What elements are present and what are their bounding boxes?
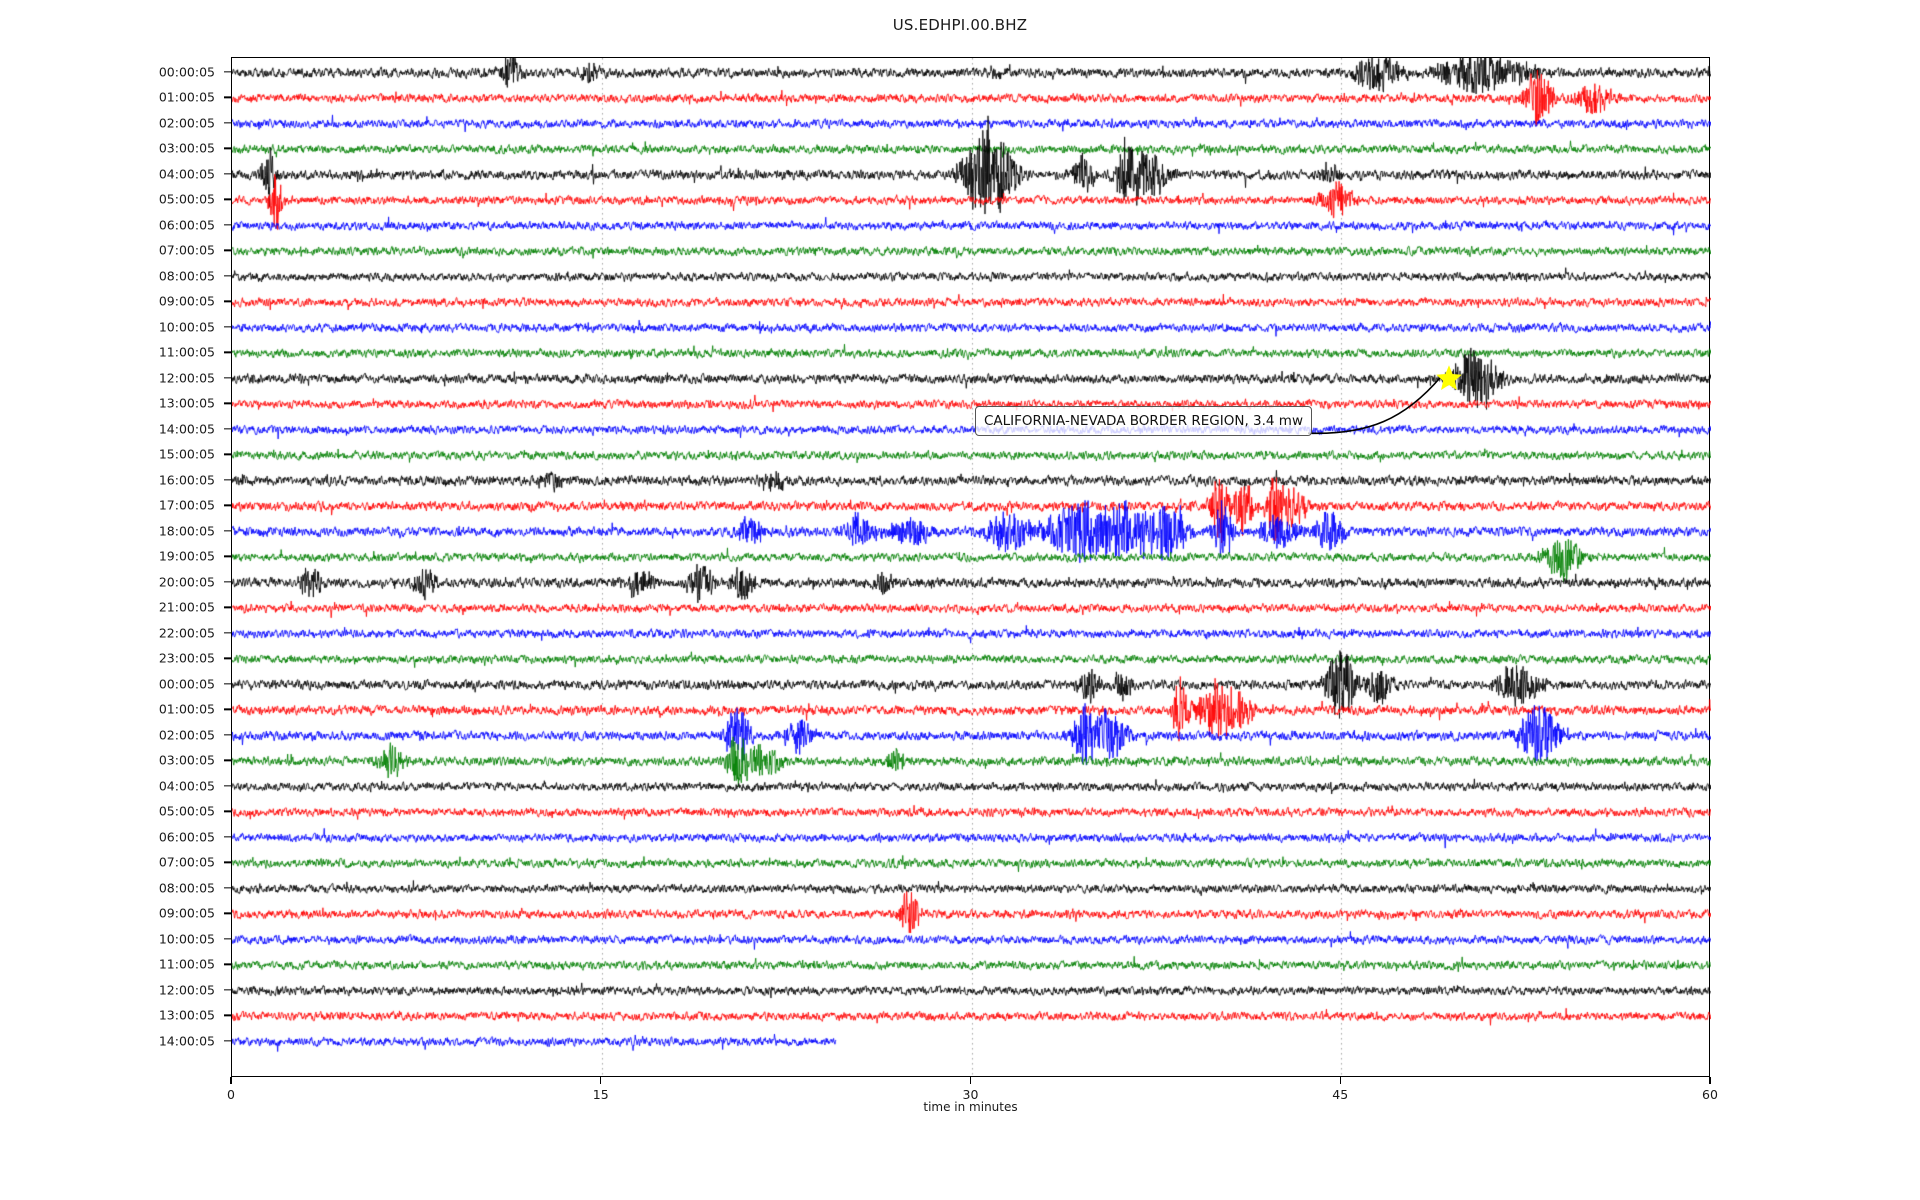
y-axis-tick-label: 13:00:05 — [158, 395, 215, 411]
y-axis-tick-mark — [224, 657, 231, 659]
y-axis-tick-label: 13:00:05 — [158, 1007, 215, 1023]
y-axis-tick-mark — [224, 912, 231, 914]
y-axis-tick-label: 09:00:05 — [158, 905, 215, 921]
y-axis-tick-mark — [224, 453, 231, 455]
y-axis-tick-label: 01:00:05 — [158, 89, 215, 105]
x-axis-tick-mark — [1339, 1077, 1341, 1084]
y-axis-tick-mark — [224, 249, 231, 251]
y-axis-tick-mark — [224, 96, 231, 98]
y-axis-tick-label: 06:00:05 — [158, 829, 215, 845]
waveform-canvas — [232, 58, 1711, 1078]
y-axis-tick-label: 00:00:05 — [158, 676, 215, 692]
y-axis-tick-mark — [224, 71, 231, 73]
y-axis-tick-mark — [224, 989, 231, 991]
y-axis-tick-label: 21:00:05 — [158, 599, 215, 615]
y-axis-tick-mark — [224, 326, 231, 328]
y-axis-tick-label: 11:00:05 — [158, 344, 215, 360]
x-axis-tick-layer: 0 15 30 45 60 — [227, 1077, 1718, 1117]
y-axis-tick-label: 14:00:05 — [158, 1033, 215, 1049]
y-axis-tick-mark — [224, 377, 231, 379]
y-axis-tick-label: 03:00:05 — [158, 752, 215, 768]
y-axis-tick-mark — [224, 887, 231, 889]
y-axis-tick-label: 07:00:05 — [158, 854, 215, 870]
y-axis-tick-label: 14:00:05 — [158, 421, 215, 437]
y-axis-tick-mark — [224, 1014, 231, 1016]
y-axis-tick-label: 10:00:05 — [158, 319, 215, 335]
earthquake-star-icon — [1435, 365, 1462, 390]
y-axis-tick-mark — [224, 351, 231, 353]
y-axis-tick-label: 06:00:05 — [158, 217, 215, 233]
x-axis-tick-mark — [600, 1077, 602, 1084]
y-axis-tick-mark — [224, 530, 231, 532]
y-axis-tick-label: 10:00:05 — [158, 931, 215, 947]
x-axis-tick-label: 45 — [1332, 1087, 1349, 1102]
y-axis-tick-mark — [224, 147, 231, 149]
x-axis-tick-label: 0 — [227, 1087, 235, 1102]
y-axis-tick-label: 11:00:05 — [158, 956, 215, 972]
y-axis-tick-mark — [224, 632, 231, 634]
y-axis-tick-mark — [224, 1040, 231, 1042]
y-axis-tick-mark — [224, 581, 231, 583]
x-axis-tick-mark — [1709, 1077, 1711, 1084]
y-axis-tick-mark — [224, 861, 231, 863]
y-axis-tick-mark — [224, 402, 231, 404]
event-annotation-label[interactable]: CALIFORNIA-NEVADA BORDER REGION, 3.4 mw — [975, 406, 1312, 436]
y-axis-tick-label: 08:00:05 — [158, 268, 215, 284]
y-axis-tick-mark — [224, 479, 231, 481]
x-axis-tick-mark — [969, 1077, 972, 1084]
y-axis-tick-mark — [224, 606, 231, 608]
y-axis-tick-mark — [224, 428, 231, 430]
y-axis-tick-label: 04:00:05 — [158, 166, 215, 182]
event-annotation-text: CALIFORNIA-NEVADA BORDER REGION, 3.4 mw — [984, 413, 1303, 429]
y-axis-tick-mark — [224, 224, 231, 226]
y-axis-tick-label: 02:00:05 — [158, 727, 215, 743]
y-axis-tick-label: 01:00:05 — [158, 701, 215, 717]
y-axis-tick-label: 18:00:05 — [158, 523, 215, 539]
y-axis-tick-mark — [224, 836, 231, 838]
y-axis-tick-label: 16:00:05 — [158, 472, 215, 488]
y-axis-tick-mark — [224, 938, 231, 940]
y-axis-tick-label: 04:00:05 — [158, 778, 215, 794]
x-axis-tick-label: 30 — [962, 1087, 979, 1102]
plot-area — [231, 57, 1711, 1078]
y-axis-tick-label: 19:00:05 — [158, 548, 215, 564]
y-axis-tick-mark — [224, 708, 231, 710]
y-axis-tick-mark — [224, 122, 231, 124]
y-axis-tick-label: 03:00:05 — [158, 140, 215, 156]
y-axis-tick-mark — [224, 504, 231, 506]
y-axis-tick-label: 22:00:05 — [158, 625, 215, 641]
y-axis-tick-mark — [224, 173, 231, 175]
x-axis-tick-label: 60 — [1702, 1087, 1718, 1102]
x-axis-title: time in minutes — [923, 1100, 1018, 1114]
y-axis-tick-label: 17:00:05 — [158, 497, 215, 513]
y-axis-tick-mark — [224, 198, 231, 200]
y-axis-tick-label: 15:00:05 — [158, 446, 215, 462]
y-axis-tick-label: 07:00:05 — [158, 242, 215, 258]
y-axis-tick-label: 05:00:05 — [158, 191, 215, 207]
y-axis-tick-mark — [224, 810, 231, 812]
y-axis-tick-mark — [224, 759, 231, 761]
x-axis-tick-mark — [230, 1077, 232, 1084]
page-title: US.EDHPI.00.BHZ — [892, 16, 1028, 34]
y-axis-tick-label: 08:00:05 — [158, 880, 215, 896]
y-axis-tick-label: 09:00:05 — [158, 293, 215, 309]
y-axis-tick-layer: 00:00:05 01:00:05 02:00:05 03:00:05 04:00:05… — [0, 57, 231, 1077]
y-axis-tick-mark — [224, 300, 231, 302]
y-axis-tick-label: 05:00:05 — [158, 803, 215, 819]
y-axis-tick-mark — [224, 963, 231, 965]
x-axis-tick-label: 15 — [592, 1087, 609, 1102]
y-axis-tick-mark — [224, 734, 231, 736]
y-axis-tick-mark — [224, 555, 231, 557]
y-axis-tick-mark — [224, 275, 231, 277]
y-axis-tick-label: 12:00:05 — [158, 370, 215, 386]
y-axis-tick-label: 02:00:05 — [158, 115, 215, 131]
y-axis-tick-label: 12:00:05 — [158, 982, 215, 998]
y-axis-tick-mark — [224, 785, 231, 787]
y-axis-tick-label: 20:00:05 — [158, 574, 215, 590]
y-axis-tick-label: 23:00:05 — [158, 650, 215, 666]
y-axis-tick-label: 00:00:05 — [158, 64, 215, 80]
y-axis-tick-mark — [224, 683, 231, 685]
